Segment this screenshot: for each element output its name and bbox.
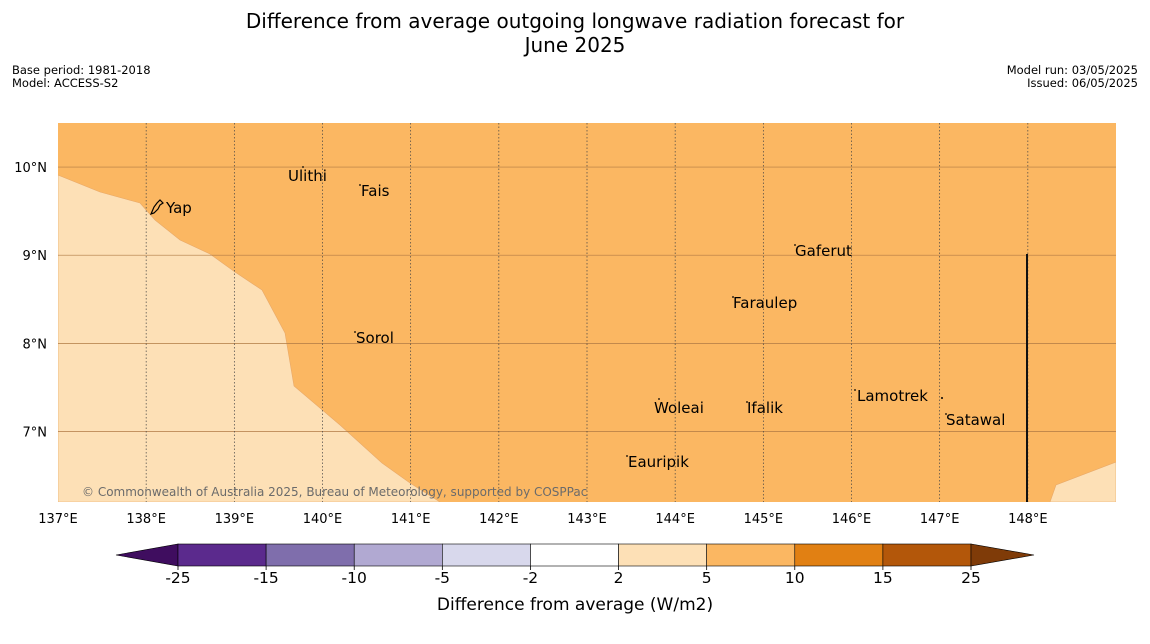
colorbar-segment (794, 543, 884, 567)
lon-tick-label: 147°E (920, 512, 960, 527)
colorbar-segment (530, 543, 619, 567)
longitude-grid (145, 123, 1029, 502)
colorbar: -25 -15 -10 -5 -2 2 5 10 15 25 (115, 543, 1035, 587)
colorbar-tick-label: 2 (614, 569, 624, 587)
island-dots (302, 166, 947, 457)
map-area (58, 123, 1116, 502)
lon-tick-label: 143°E (567, 512, 607, 527)
colorbar-tick-label: 25 (961, 569, 981, 587)
colorbar-tick-label: -5 (435, 569, 450, 587)
colorbar-tick-label: 10 (785, 569, 805, 587)
place-fais: Fais (361, 182, 390, 200)
colorbar-segment (618, 543, 707, 567)
latitude-labels: 10°N 9°N 8°N 7°N (14, 161, 47, 440)
lon-tick-label: 145°E (744, 512, 784, 527)
chart-title: Difference from average outgoing longwav… (0, 9, 1150, 57)
run-info: Model run: 03/05/2025 Issued: 06/05/2025 (1007, 64, 1138, 90)
colorbar-tick-label: 5 (702, 569, 712, 587)
colorbar-extend-low (115, 543, 179, 567)
colorbar-segment (177, 543, 267, 567)
model-run: Model run: 03/05/2025 (1006, 63, 1138, 77)
lon-tick-label: 141°E (391, 512, 431, 527)
title-line-2: June 2025 (524, 33, 626, 57)
colorbar-tick-label: -10 (342, 569, 367, 587)
lat-tick-label: 10°N (14, 161, 47, 176)
colorbar-tick-label: -25 (165, 569, 190, 587)
place-sorol: Sorol (356, 329, 394, 347)
place-ulithi: Ulithi (288, 167, 327, 185)
place-gaferut: Gaferut (795, 242, 852, 260)
issued-date: Issued: 06/05/2025 (1027, 76, 1138, 90)
longitude-labels: 137°E 138°E 139°E 140°E 141°E 142°E 143°E 144°E… (38, 512, 1047, 527)
place-ifalik: Ifalik (747, 399, 783, 417)
copyright-text: © Commonwealth of Australia 2025, Bureau… (82, 485, 587, 499)
lon-tick-label: 144°E (655, 512, 695, 527)
lon-tick-label: 137°E (38, 512, 78, 527)
place-eauripik: Eauripik (628, 453, 689, 471)
colorbar-tick-label: -2 (523, 569, 538, 587)
place-woleai: Woleai (654, 399, 704, 417)
lon-tick-label: 142°E (479, 512, 519, 527)
lat-tick-label: 9°N (23, 249, 48, 264)
lon-tick-label: 139°E (215, 512, 255, 527)
lat-tick-label: 7°N (23, 425, 48, 440)
base-info: Base period: 1981-2018 Model: ACCESS-S2 (12, 64, 151, 90)
colorbar-tick-label: -15 (253, 569, 278, 587)
model-name: Model: ACCESS-S2 (12, 76, 119, 90)
lon-tick-label: 138°E (126, 512, 166, 527)
place-lamotrek: Lamotrek (857, 387, 928, 405)
region-2-to-5-west (58, 174, 441, 502)
title-line-1: Difference from average outgoing longwav… (245, 9, 905, 33)
lat-tick-label: 8°N (23, 337, 48, 352)
colorbar-tick-label: 15 (873, 569, 893, 587)
lon-tick-label: 140°E (303, 512, 343, 527)
base-period: Base period: 1981-2018 (12, 63, 151, 77)
yap-island-shape (149, 199, 164, 215)
lon-tick-label: 148°E (1008, 512, 1048, 527)
place-faraulep: Faraulep (733, 294, 797, 312)
colorbar-segment (442, 543, 531, 567)
place-yap: Yap (165, 199, 192, 217)
colorbar-segment (265, 543, 355, 567)
colorbar-segment (882, 543, 972, 567)
lon-tick-label: 146°E (832, 512, 872, 527)
colorbar-segment (706, 543, 796, 567)
colorbar-extend-high (970, 543, 1035, 567)
colorbar-segment (353, 543, 443, 567)
colorbar-label: Difference from average (W/m2) (437, 595, 713, 615)
place-labels: Yap Ulithi Fais Gaferut Faraulep Sorol L… (165, 167, 1005, 471)
place-satawal: Satawal (946, 411, 1005, 429)
region-2-to-5-east (1049, 461, 1116, 502)
